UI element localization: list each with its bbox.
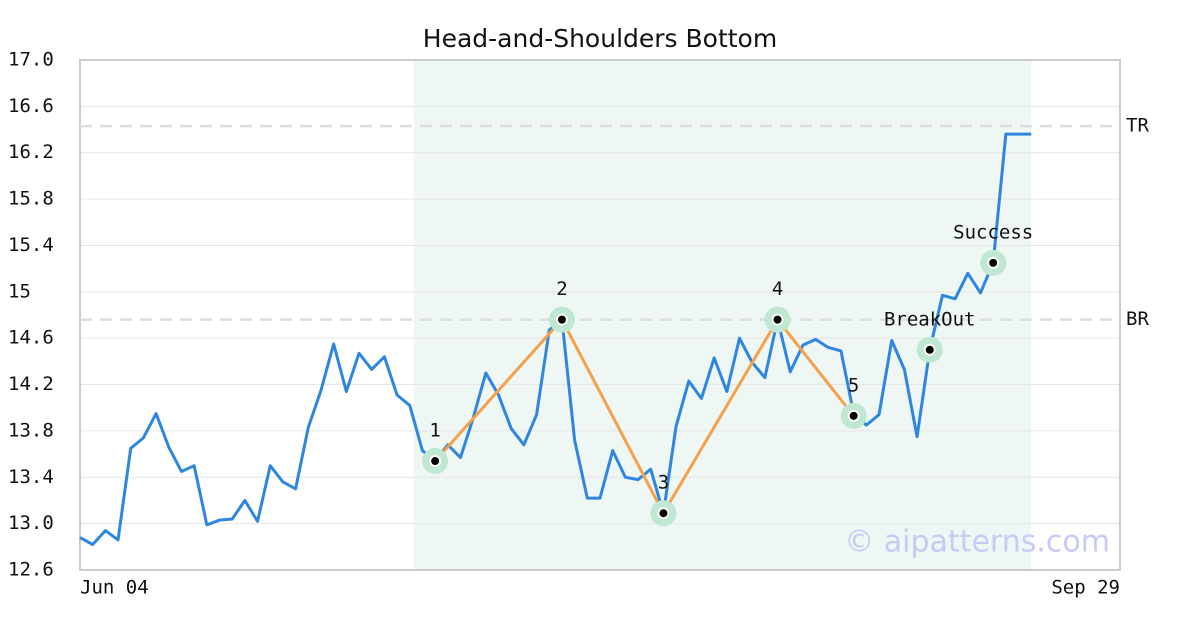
watermark: © aipatterns.com	[844, 525, 1110, 560]
pattern-label: 3	[658, 472, 669, 494]
pattern-point	[555, 313, 568, 326]
y-tick-label: 15.4	[8, 234, 54, 256]
pattern-label: BreakOut	[884, 308, 976, 330]
chart-title: Head-and-Shoulders Bottom	[423, 24, 777, 53]
y-tick-label: 14.6	[8, 327, 54, 349]
x-tick-label: Jun 04	[80, 577, 149, 599]
y-tick-label: 16.2	[8, 141, 54, 163]
pattern-label: 1	[429, 420, 440, 442]
x-tick-label: Sep 29	[1051, 577, 1120, 599]
level-label: TR	[1126, 115, 1149, 137]
pattern-label: 5	[848, 374, 859, 396]
y-tick-label: 13.4	[8, 466, 54, 488]
y-tick-label: 17.0	[8, 49, 54, 71]
shaded-region	[413, 60, 1032, 570]
pattern-label: 2	[556, 278, 567, 300]
y-tick-label: 13.8	[8, 419, 54, 441]
pattern-label: Success	[953, 221, 1033, 243]
pattern-point	[657, 507, 670, 520]
y-tick-label: 15.8	[8, 188, 54, 210]
y-tick-label: 13.0	[8, 512, 54, 534]
y-tick-label: 14.2	[8, 373, 54, 395]
y-tick-label: 16.6	[8, 95, 54, 117]
y-tick-label: 15	[8, 280, 31, 302]
level-label: BR	[1126, 308, 1149, 330]
y-tick-label: 12.6	[8, 559, 54, 581]
pattern-point	[923, 343, 936, 356]
pattern-point	[987, 256, 1000, 269]
pattern-label: 4	[772, 278, 783, 300]
plot-frame	[79, 59, 1121, 571]
pattern-point	[771, 313, 784, 326]
pattern-point	[429, 455, 442, 468]
pattern-point	[847, 409, 860, 422]
